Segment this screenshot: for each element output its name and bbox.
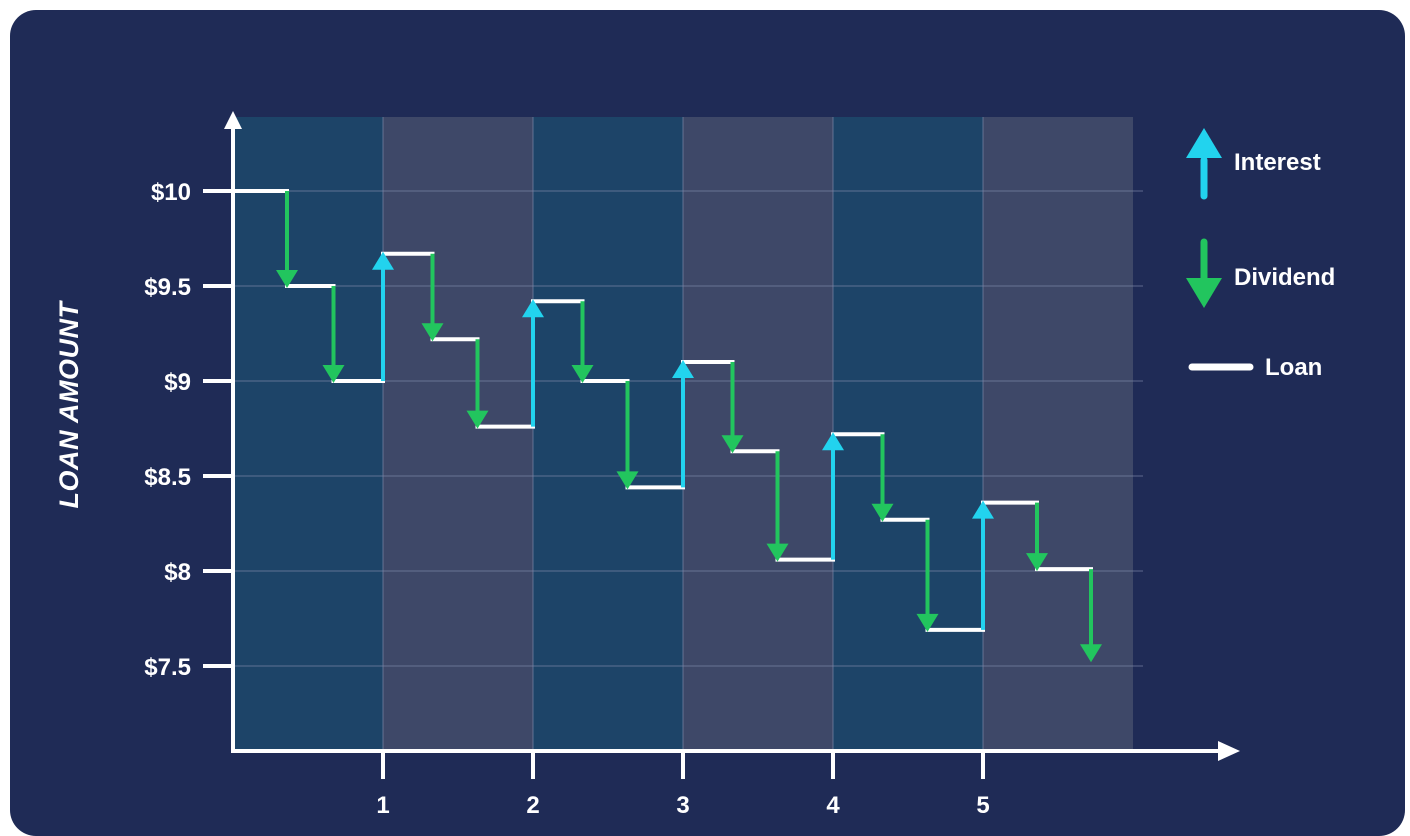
y-tick-label: $8.5 (144, 464, 191, 491)
y-tick-label: $7.5 (144, 654, 191, 681)
dividend-arrowhead (276, 270, 298, 288)
period-band (983, 117, 1133, 751)
x-tick-label: 2 (526, 792, 539, 819)
x-axis-arrowhead (1218, 741, 1240, 761)
y-axis-arrowhead (224, 111, 242, 129)
dividend-arrowhead (466, 410, 489, 429)
dividend-arrowhead (322, 365, 345, 383)
y-tick-label: $10 (151, 179, 191, 206)
loan-step-chart: $10 $9.5 $9 $8.5 $8 $7.5 1 2 3 4 5 LOAN AMOUNT In… (54, 111, 1335, 819)
period-band (533, 117, 683, 751)
x-tick-label: 1 (376, 792, 389, 819)
dividend-arrowhead (721, 435, 744, 454)
axes (203, 111, 1240, 779)
interest-arrowhead (672, 360, 694, 378)
dividend-arrowhead (766, 543, 789, 562)
x-tick-labels: 1 2 3 4 5 (376, 792, 989, 819)
y-tick-label: $9 (164, 369, 191, 396)
interest-arrowhead (372, 251, 394, 270)
dividend-arrowhead (571, 365, 594, 383)
legend-label-loan: Loan (1265, 354, 1322, 381)
x-tick-label: 3 (676, 792, 689, 819)
interest-arrowhead (972, 500, 994, 519)
dividend-arrowhead (916, 613, 939, 632)
arrow-up-icon (1186, 128, 1222, 200)
chart-card: $10 $9.5 $9 $8.5 $8 $7.5 1 2 3 4 5 LOAN AMOUNT In… (10, 10, 1405, 836)
dividend-arrowhead (871, 503, 894, 522)
y-tick-label: $8 (164, 559, 191, 586)
period-band (683, 117, 833, 751)
interest-arrowhead (522, 299, 544, 318)
x-tick-label: 5 (976, 792, 989, 819)
dividend-arrowhead (1080, 644, 1102, 663)
legend-item-dividend: Dividend (1186, 238, 1335, 308)
legend-label-interest: Interest (1234, 149, 1321, 176)
arrow-down-icon (1186, 238, 1222, 308)
legend-item-loan: Loan (1188, 354, 1322, 381)
chart-marks (231, 189, 1102, 663)
dividend-arrowhead (421, 323, 444, 342)
dividend-arrowhead (1026, 553, 1048, 572)
x-tick-label: 4 (826, 792, 840, 819)
legend: Interest Dividend Loan (1186, 128, 1335, 381)
period-band (383, 117, 533, 751)
legend-dividend-head (1186, 278, 1222, 308)
legend-label-dividend: Dividend (1234, 264, 1335, 291)
dividend-arrowhead (616, 471, 639, 490)
legend-item-interest: Interest (1186, 128, 1321, 200)
y-tick-label: $9.5 (144, 274, 191, 301)
y-tick-labels: $10 $9.5 $9 $8.5 $8 $7.5 (144, 179, 191, 681)
interest-arrowhead (822, 432, 844, 451)
period-band (233, 117, 383, 751)
y-axis-label: LOAN AMOUNT (54, 300, 84, 509)
legend-interest-head (1186, 128, 1222, 158)
